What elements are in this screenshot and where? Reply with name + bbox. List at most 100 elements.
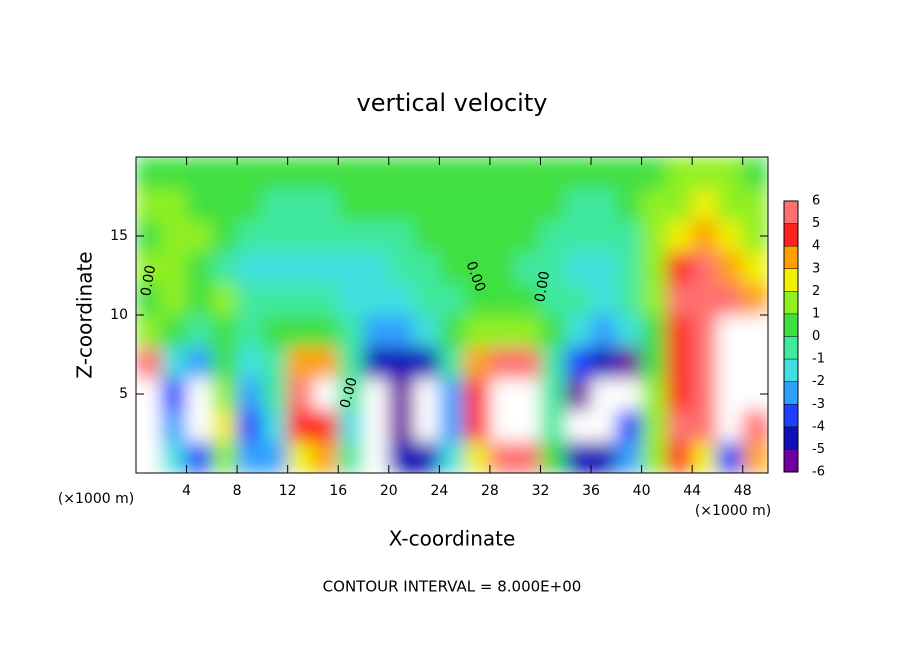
field-cell bbox=[388, 346, 415, 379]
field-cell bbox=[615, 440, 643, 473]
field-cell bbox=[160, 346, 188, 379]
field-cell bbox=[514, 157, 541, 190]
field-cell bbox=[186, 219, 213, 253]
field-cell bbox=[287, 219, 314, 253]
field-cell bbox=[136, 409, 162, 442]
field-cell bbox=[136, 188, 162, 221]
field-cell bbox=[539, 282, 567, 316]
colorbar-swatch bbox=[784, 381, 798, 405]
x-tick-label: 48 bbox=[734, 483, 752, 499]
field-cell bbox=[514, 188, 541, 221]
field-cell bbox=[716, 157, 744, 190]
field-cell bbox=[539, 314, 567, 348]
field-cell bbox=[337, 346, 365, 379]
colorbar-swatch bbox=[784, 336, 798, 360]
field-cell bbox=[691, 377, 718, 411]
field-cell bbox=[615, 346, 643, 379]
field-cell bbox=[236, 377, 263, 411]
field-cell bbox=[363, 188, 390, 221]
field-cell bbox=[666, 409, 693, 442]
field-cell bbox=[641, 282, 668, 316]
field-cell bbox=[641, 346, 668, 379]
field-cell bbox=[236, 188, 263, 221]
field-cell bbox=[590, 157, 617, 190]
field-cell bbox=[388, 251, 415, 284]
field-cell bbox=[615, 157, 643, 190]
field-cell bbox=[691, 314, 718, 348]
contour-label: 0.00 bbox=[337, 376, 361, 410]
field-cell bbox=[464, 314, 491, 348]
field-cell bbox=[186, 377, 213, 411]
field-cell bbox=[261, 282, 289, 316]
field-cell bbox=[716, 314, 744, 348]
field-cell bbox=[337, 409, 365, 442]
colorbar-tick-label: 0 bbox=[812, 329, 820, 344]
field-cell bbox=[691, 409, 718, 442]
field-cell bbox=[590, 219, 617, 253]
field-cell bbox=[666, 346, 693, 379]
field-cell bbox=[565, 409, 592, 442]
x-tick-label: 12 bbox=[279, 483, 297, 499]
field-cell bbox=[464, 282, 491, 316]
field-cell bbox=[489, 409, 516, 442]
field-cell bbox=[464, 188, 491, 221]
field-cell bbox=[615, 409, 643, 442]
field-cell bbox=[160, 440, 188, 473]
field-cell bbox=[160, 188, 188, 221]
field-cell bbox=[363, 157, 390, 190]
field-cell bbox=[590, 409, 617, 442]
field-cell bbox=[464, 251, 491, 284]
field-cell bbox=[489, 282, 516, 316]
field-cell bbox=[691, 157, 718, 190]
field-cell bbox=[261, 440, 289, 473]
field-cell bbox=[136, 251, 162, 284]
field-cell bbox=[186, 314, 213, 348]
field-cell bbox=[514, 282, 541, 316]
field-cell bbox=[211, 346, 238, 379]
field-cell bbox=[261, 157, 289, 190]
field-cell bbox=[464, 219, 491, 253]
field-cell bbox=[211, 282, 238, 316]
field-cell bbox=[136, 440, 162, 473]
field-cell bbox=[312, 314, 339, 348]
colorbar-swatch bbox=[784, 313, 798, 337]
field-cell bbox=[641, 188, 668, 221]
field-cell bbox=[236, 282, 263, 316]
field-cell bbox=[666, 188, 693, 221]
field-cell bbox=[691, 346, 718, 379]
field-cell bbox=[261, 409, 289, 442]
field-cell bbox=[590, 251, 617, 284]
field-cell bbox=[211, 188, 238, 221]
y-axis-title: Z-coordinate bbox=[73, 251, 97, 378]
field-cell bbox=[691, 219, 718, 253]
field-cell bbox=[438, 251, 466, 284]
field-cell bbox=[312, 346, 339, 379]
field-cell bbox=[363, 377, 390, 411]
field-cell bbox=[363, 219, 390, 253]
field-cell bbox=[413, 251, 440, 284]
field-cell bbox=[742, 157, 768, 190]
colorbar-tick-label: 4 bbox=[812, 239, 820, 254]
field-cell bbox=[186, 157, 213, 190]
field-cell bbox=[312, 282, 339, 316]
field-cell bbox=[716, 188, 744, 221]
field-cell bbox=[287, 314, 314, 348]
field-cell bbox=[666, 157, 693, 190]
colorbar-tick-label: -4 bbox=[812, 419, 825, 434]
field-cell bbox=[261, 188, 289, 221]
field-cell bbox=[514, 377, 541, 411]
field-cell bbox=[666, 219, 693, 253]
field-cell bbox=[312, 251, 339, 284]
field-cell bbox=[160, 377, 188, 411]
field-cell bbox=[438, 188, 466, 221]
field-cell bbox=[438, 314, 466, 348]
field-cell bbox=[590, 346, 617, 379]
field-cell bbox=[489, 157, 516, 190]
field-cell bbox=[539, 346, 567, 379]
field-cell bbox=[641, 219, 668, 253]
field-cell bbox=[261, 377, 289, 411]
field-cell bbox=[160, 409, 188, 442]
field-cell bbox=[413, 157, 440, 190]
field-cell bbox=[641, 377, 668, 411]
